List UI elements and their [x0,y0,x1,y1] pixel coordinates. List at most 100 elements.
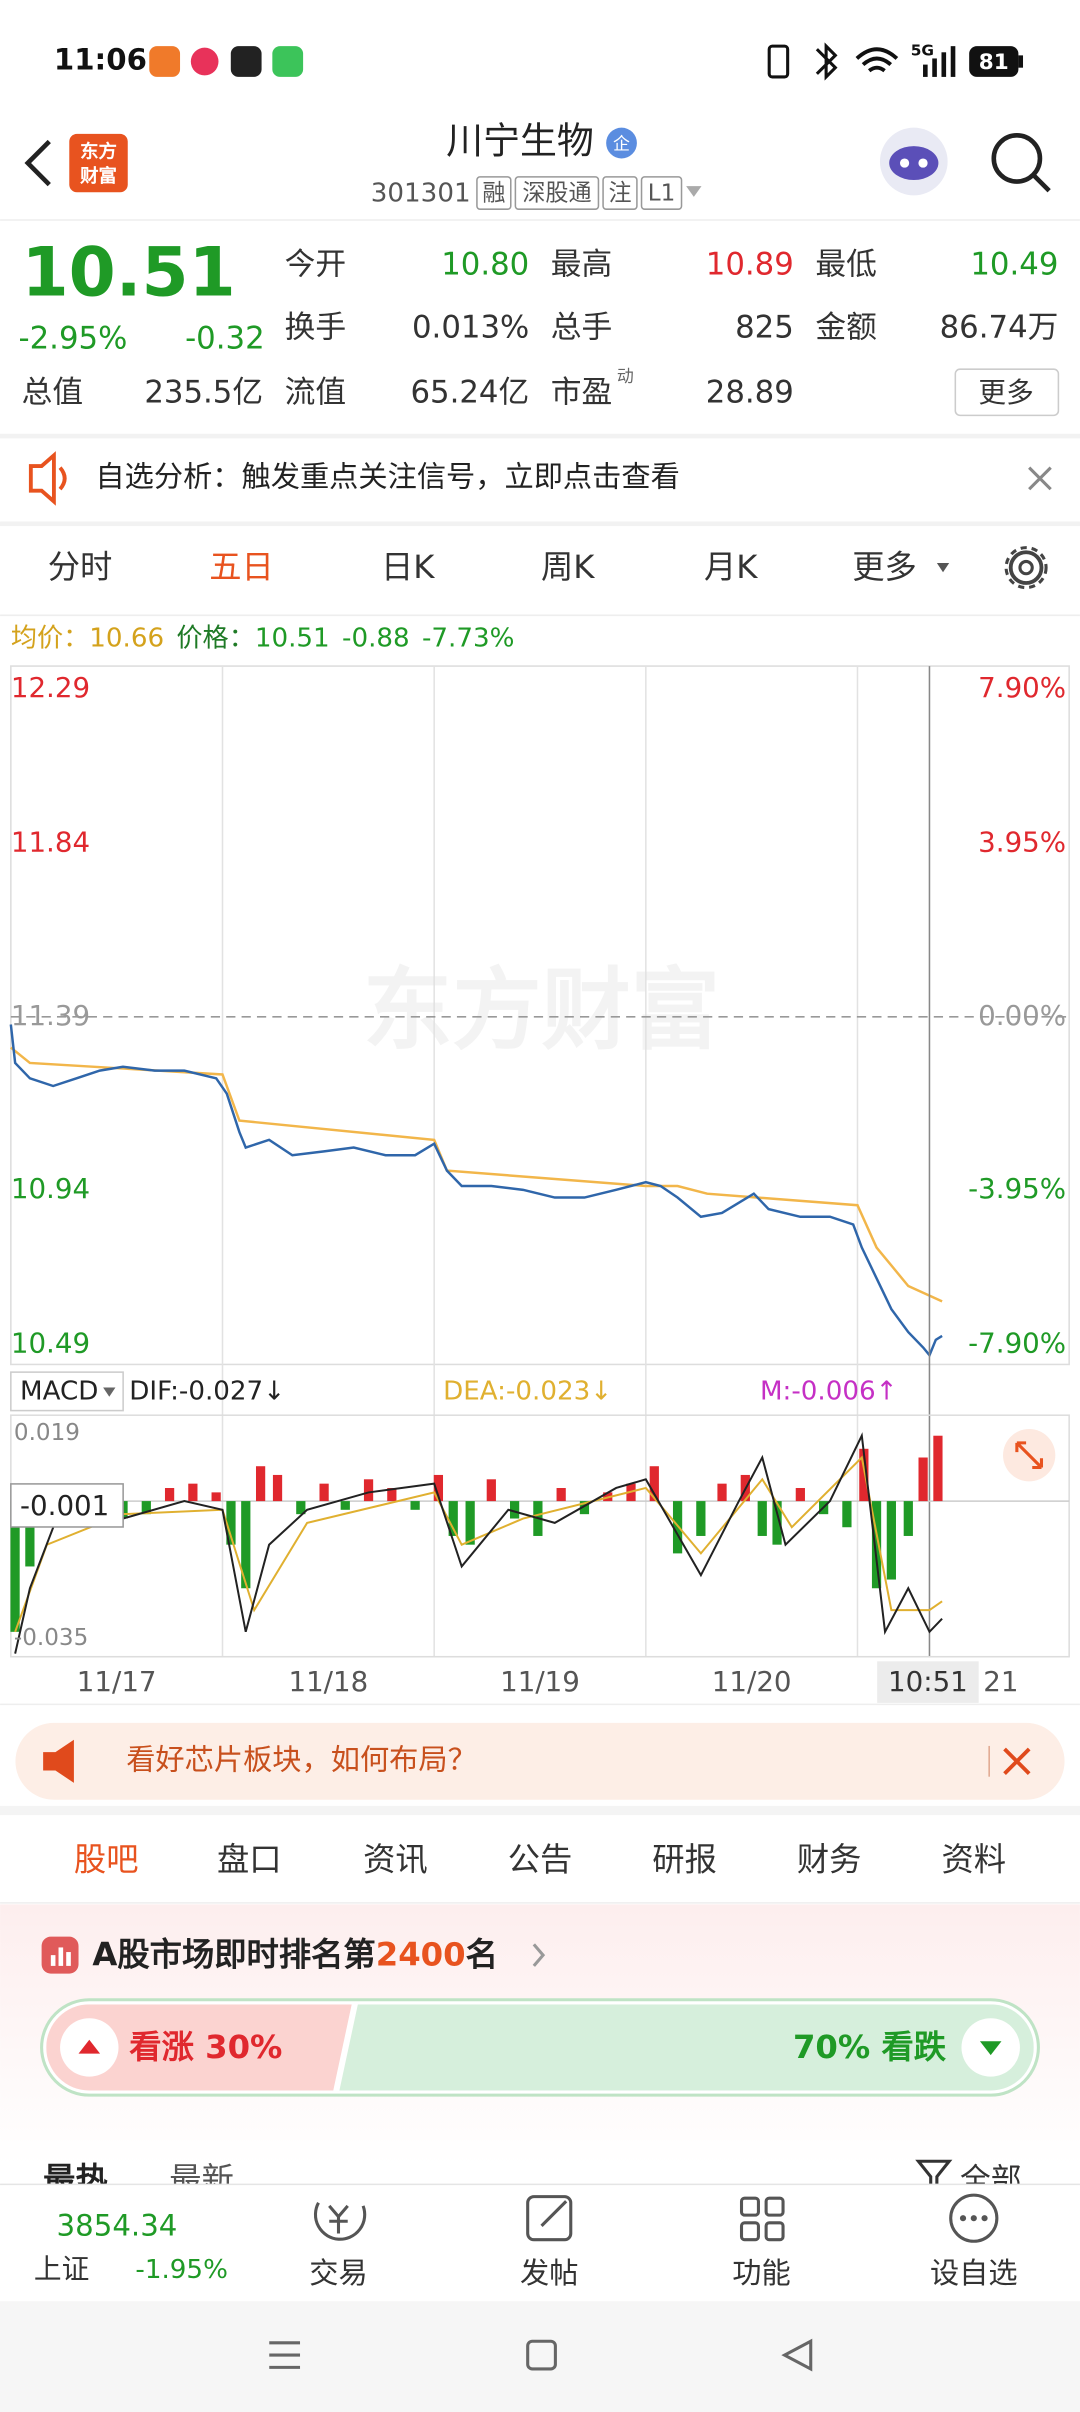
chart-tab[interactable]: 五日 [209,548,274,586]
status-bar [932,58,937,77]
macd-bar [509,1501,520,1519]
assistant-avatar[interactable] [889,146,939,180]
alert-banner[interactable] [28,451,56,506]
nav-functions[interactable] [739,2221,760,2242]
chart-tab[interactable]: 分时 [48,548,113,586]
tags: 融深股通注 L1 [476,176,683,210]
close-button[interactable] [1003,1747,1031,1775]
macd-bar [272,1474,283,1502]
ad-banner[interactable]: 看好芯片板块，如何布局？ [126,1742,477,1776]
section-tab[interactable]: 研报 [652,1840,717,1878]
nav-functions[interactable]: 功能 [732,2196,791,2290]
alert-banner[interactable]: 自选分析：触发重点关注信号，立即点击查看 [28,451,680,506]
nav-trade[interactable]: 交易 [309,2256,367,2290]
index-ticker[interactable]: 3854.34 上证 -1.95% [34,2208,228,2285]
section-tab[interactable]: 盘口 [217,1840,282,1878]
nav-post[interactable] [526,2195,573,2242]
settings-button[interactable] [1008,550,1044,585]
index-ticker[interactable]: 3854.34 [57,2208,178,2242]
nav-functions[interactable] [739,2196,760,2217]
nav-post[interactable] [540,2200,568,2227]
back-button[interactable] [24,139,51,187]
status-bar [230,46,262,77]
index-ticker[interactable]: 上证 [34,2252,89,2285]
tag: 融 [482,180,505,206]
section-tab[interactable]: 资料 [941,1840,1006,1878]
nav-trade[interactable]: 交易 [309,2202,368,2290]
index-ticker[interactable]: -1.95% [135,2255,227,2285]
macd-bar [319,1483,329,1502]
dropdown-icon[interactable] [686,186,702,197]
nav-functions[interactable]: 功能 [732,2256,790,2290]
assistant-avatar[interactable] [879,127,948,196]
menu-button[interactable] [269,2341,301,2369]
macd-tick-label: -0.035 [14,1625,88,1651]
settings-button[interactable] [1004,546,1048,590]
bear-button[interactable] [979,2041,1002,2056]
more-button[interactable]: 更多 [978,376,1033,409]
chart-tab[interactable]: 日K [381,548,435,586]
nav-watchlist[interactable] [970,2215,977,2222]
bull-button[interactable] [78,2039,101,2054]
change-value: -0.88 [342,623,410,653]
search-button[interactable] [1032,173,1051,193]
search-button[interactable] [991,133,1051,193]
ad-banner[interactable] [15,1722,1065,1800]
close-button[interactable] [1028,466,1052,491]
assistant-avatar[interactable] [899,158,910,168]
expand-button[interactable] [1003,1429,1056,1482]
ranking-text[interactable]: A股市场即时排名第2400名 [92,1936,498,1974]
nav-watchlist[interactable]: 设自选 [930,2193,1018,2290]
home-button[interactable] [526,2339,557,2371]
ad-banner[interactable]: 看好芯片板块，如何布局？ [15,1722,1065,1800]
settings-button[interactable] [1018,559,1034,576]
expand-button[interactable] [1015,1441,1044,1470]
quote-label: 总手 [551,310,613,346]
nav-functions[interactable] [764,2196,785,2217]
y2-tick-label: 3.95% [978,826,1066,859]
nav-watchlist[interactable] [959,2215,967,2222]
chart-tab[interactable]: 月K [704,548,758,586]
ad-banner[interactable] [43,1739,74,1783]
nav-trade[interactable] [328,2204,349,2234]
close-button[interactable] [1028,466,1052,491]
nav-trade[interactable] [313,2202,367,2241]
alert-banner[interactable] [58,466,67,491]
close-button[interactable] [1003,1747,1031,1775]
back-button[interactable] [24,139,51,187]
more-button[interactable]: 更多 [954,368,1060,417]
macd-bar [410,1501,420,1510]
more-button[interactable] [954,368,1060,417]
settings-button[interactable] [1004,546,1048,590]
section-tab[interactable]: 资讯 [363,1840,428,1878]
bear-button[interactable]: 70% 看跌 [793,2028,947,2066]
nav-watchlist[interactable] [981,2215,988,2222]
ranking-icon [50,1955,56,1966]
alert-banner[interactable]: 自选分析：触发重点关注信号，立即点击查看 [95,459,679,493]
bull-button[interactable]: 看涨 30% [60,2018,282,2077]
bull-button[interactable]: 看涨 30% [129,2028,282,2066]
section-tab[interactable]: 股吧 [74,1840,139,1878]
dropdown-icon[interactable] [936,563,950,573]
info-row: 均价：10.66 价格：10.51 -0.88 -7.73% [11,623,515,653]
chart-tab[interactable]: 周K [541,548,595,586]
nav-watchlist[interactable]: 设自选 [930,2256,1018,2290]
nav-functions[interactable] [764,2221,785,2242]
crosshair-time-box [877,1661,979,1703]
section-tab[interactable]: 公告 [508,1840,573,1878]
chart-tab[interactable]: 更多 [852,548,917,586]
assistant-avatar[interactable] [918,158,928,168]
quote-panel: 10.51 -2.95% -0.32 今开 10.80 最高 10.89 最低 10.49… [19,232,1059,410]
section-tab[interactable]: 财务 [797,1840,862,1878]
ranking-prefix: A股市场即时排名第 [92,1936,375,1974]
search-button[interactable] [991,133,1043,184]
macd-bar [363,1479,374,1502]
chevron[interactable] [532,1943,546,1967]
back-nav-button[interactable] [781,2338,813,2372]
nav-post[interactable]: 发帖 [520,2195,578,2290]
bear-button[interactable]: 70% 看跌 [793,2018,1020,2077]
macd-bar [886,1501,896,1580]
nav-watchlist[interactable] [949,2193,999,2243]
ranking-icon [41,1936,79,1974]
nav-post[interactable]: 发帖 [520,2256,578,2290]
